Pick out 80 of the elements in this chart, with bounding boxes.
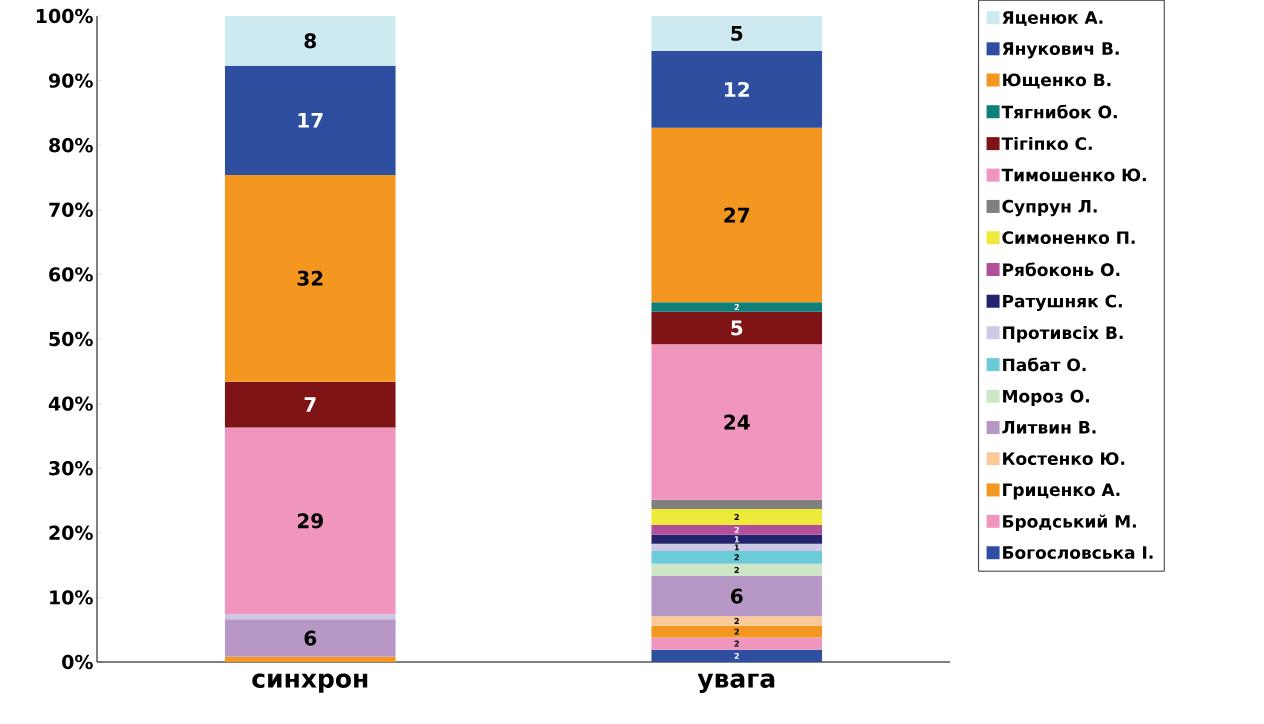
legend-label: Мороз О. [1003,389,1089,406]
bar [224,65,396,175]
bar [651,649,823,662]
legend-label: Литвин В. [1002,421,1096,434]
data-label: 2 [734,640,739,647]
y-tick-label: 60% [49,267,93,282]
bar [224,16,396,66]
data-label: 2 [734,526,739,533]
y-tick-label: 90% [48,73,93,88]
data-label: 6 [304,630,317,646]
legend-label: Яценюк А. [1002,11,1103,26]
bar [651,616,823,626]
data-label: 5 [731,26,743,41]
legend-label: Янукович В. [1002,42,1119,59]
bar [651,563,823,577]
data-label: 17 [298,113,323,128]
y-tick-label: 40% [48,396,93,411]
data-label: 2 [734,652,739,659]
data-label: 29 [297,513,323,529]
bar [651,499,823,509]
data-label: 5 [731,320,743,336]
data-label: 2 [734,514,739,520]
data-label: 2 [734,628,739,635]
legend-label: Тягнибок О. [1001,104,1117,119]
legend-label: Противсіх В. [1003,325,1123,343]
y-tick-label: 50% [49,331,93,347]
legend-label: Костенко Ю. [1003,452,1125,466]
bar [651,344,823,500]
legend-label: Богословська І. [1003,546,1153,559]
legend-label: Тігіпко С. [1001,136,1092,151]
legend-label: Симоненко П. [1002,231,1135,245]
y-tick-label: 30% [49,461,93,476]
bar [224,427,396,615]
data-label: 12 [725,81,749,97]
data-label: 2 [734,554,739,561]
bar [651,525,823,535]
bar [651,543,823,551]
bar [651,16,823,51]
bar [224,174,396,382]
y-tick-label: 80% [49,138,93,153]
y-tick-label: 70% [49,202,93,217]
data-label: 1 [734,544,739,551]
bar [224,381,396,428]
x-tick-label: увага [697,673,775,693]
bar [651,576,823,617]
data-label: 6 [731,588,743,604]
legend-label: Ратушняк С. [1003,294,1122,311]
data-label: 2 [734,566,739,573]
legend-label: Тимошенко Ю. [1001,168,1146,182]
bar [651,550,823,564]
data-label: 2 [734,618,739,624]
data-label: 8 [304,33,316,49]
legend-label: Ющенко В. [1003,73,1111,89]
y-tick-label: 100% [36,8,93,24]
legend-label: Бродський М. [1003,514,1136,532]
data-label: 7 [304,397,316,412]
legend-label: Рябоконь О. [1003,262,1120,277]
legend-label: Пабат О. [1003,357,1086,372]
bar [224,614,396,620]
bar [224,619,396,657]
legend-label: Супрун Л. [1002,199,1097,217]
x-tick-label: синхрон [252,673,368,693]
bar [651,625,823,638]
bar [651,50,823,128]
y-tick-label: 20% [49,525,93,540]
data-label: 32 [297,270,323,286]
data-label: 1 [734,536,739,543]
legend-label: Гриценко А. [1003,483,1120,500]
data-label: 24 [724,414,750,430]
bar [651,127,823,303]
bar [651,311,823,345]
bar [224,656,396,662]
bar [651,637,823,650]
y-tick-label: 10% [50,590,93,605]
data-label: 2 [734,304,739,310]
bar [651,302,823,312]
bar [651,508,823,526]
bar [651,534,823,544]
y-tick-label: 0% [62,654,93,670]
data-label: 27 [724,207,750,223]
